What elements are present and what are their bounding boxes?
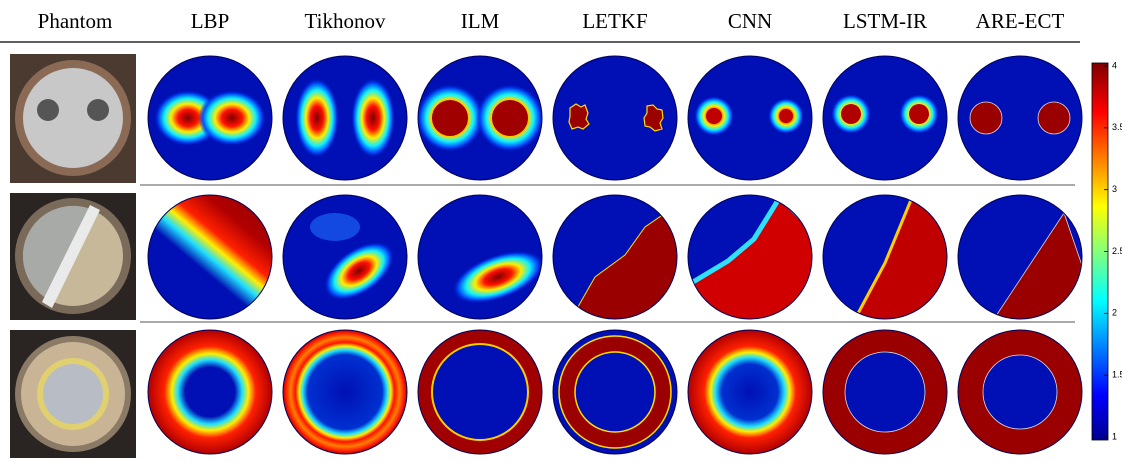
reconstruction-image: [283, 56, 407, 180]
image-region: [575, 352, 655, 432]
reconstruction-image: [418, 195, 551, 319]
reconstruction-image: [823, 195, 975, 347]
column-header: ILM: [461, 9, 500, 33]
reconstruction-image: [958, 56, 1082, 180]
reconstruction-image: [416, 56, 544, 180]
column-header: LETKF: [582, 9, 647, 33]
image-region: [688, 330, 812, 454]
image-region: [1038, 102, 1070, 134]
column-header: Phantom: [38, 9, 113, 33]
image-content: [553, 56, 677, 180]
image-content: [148, 56, 272, 180]
reconstruction-image: [148, 56, 272, 180]
image-content: [823, 56, 947, 180]
image-region: [779, 109, 793, 123]
image-region: [198, 90, 266, 146]
colorbar-tick-label: 3: [1112, 184, 1117, 194]
colorbar-tick-label: 1: [1112, 431, 1117, 441]
reconstruction-image: [688, 56, 812, 180]
image-content: [418, 195, 551, 319]
colorbar-tick-label: 3.5: [1112, 122, 1122, 132]
phantom-photo: [10, 330, 136, 458]
image-content: [688, 330, 812, 454]
image-content: [958, 195, 1110, 347]
image-content: [688, 56, 812, 180]
colorbar-tick-label: 2: [1112, 308, 1117, 318]
image-region: [841, 104, 861, 124]
phantom-photo: [10, 54, 136, 183]
image-content: [148, 330, 272, 454]
reconstruction-image: [553, 56, 677, 180]
image-region: [295, 78, 339, 158]
reconstruction-image: [688, 330, 812, 454]
column-header: LBP: [191, 9, 230, 33]
column-header: Tikhonov: [305, 9, 386, 33]
image-content: [283, 56, 407, 180]
image-content: [553, 330, 677, 454]
image-content: [958, 56, 1082, 180]
phantom-photo: [10, 193, 136, 320]
image-region: [909, 104, 929, 124]
image-content: [823, 330, 947, 454]
image-region: [283, 330, 407, 454]
image-region: [491, 99, 529, 137]
column-header: LSTM-IR: [843, 9, 927, 33]
image-region: [432, 344, 528, 440]
image-content: [283, 195, 407, 319]
image-region: [970, 102, 1002, 134]
image-content: [823, 195, 975, 347]
image-region: [148, 330, 272, 454]
colorbar-tick-label: 1.5: [1112, 370, 1122, 380]
reconstruction-image: [958, 195, 1110, 347]
image-content: [958, 330, 1082, 454]
image-region: [569, 104, 589, 129]
image-region: [431, 99, 469, 137]
reconstruction-image: [688, 195, 840, 347]
image-region: [983, 355, 1057, 429]
column-header: ARE-ECT: [976, 9, 1065, 33]
reconstruction-image: [283, 330, 407, 454]
reconstruction-image: [418, 330, 542, 454]
reconstruction-image: [283, 195, 407, 319]
image-content: [418, 330, 542, 454]
reconstruction-image: [823, 330, 947, 454]
image-region: [310, 213, 360, 241]
image-region: [706, 108, 722, 124]
image-content: [688, 195, 840, 347]
reconstruction-image: [823, 56, 947, 180]
reconstruction-image: [553, 330, 677, 454]
reconstruction-image: [148, 330, 272, 454]
reconstruction-image: [553, 195, 705, 347]
figure: Phantom LBP Tikhonov ILM LETKF CNN LSTM-IR ARE-…: [0, 0, 1122, 462]
image-content: [553, 195, 705, 347]
column-header: CNN: [728, 9, 772, 33]
image-region: [351, 78, 395, 158]
colorbar-tick-label: 4: [1112, 60, 1117, 70]
reconstruction-image: [958, 330, 1082, 454]
image-content: [283, 330, 407, 454]
colorbar-tick-label: 2.5: [1112, 246, 1122, 256]
image-region: [845, 352, 925, 432]
